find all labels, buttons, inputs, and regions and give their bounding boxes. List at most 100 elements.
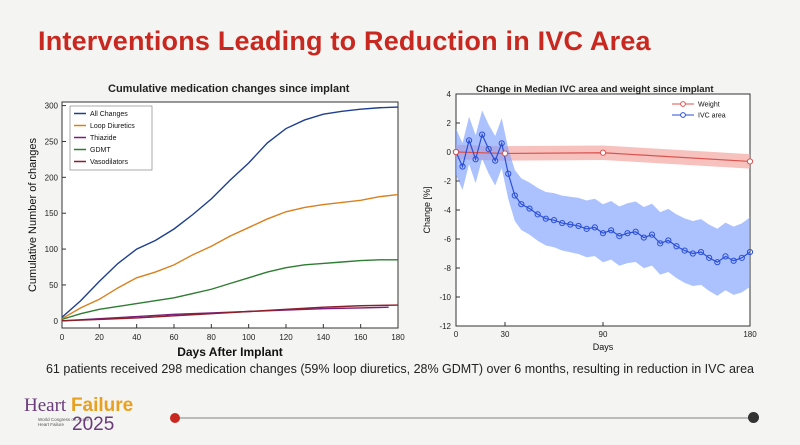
ivc-area-point — [575, 222, 582, 230]
slide-caption: 61 patients received 298 medication chan… — [45, 362, 754, 376]
ivc-area-point — [479, 131, 486, 138]
legend-label-vasodilators: Vasodilators — [90, 159, 129, 166]
ivc-area-point — [632, 228, 639, 235]
left-chart-title: Cumulative medication changes since impl… — [108, 83, 350, 95]
y-tick-label: 0 — [54, 317, 59, 326]
ivc-area-point — [665, 237, 672, 244]
ivc-area-point — [534, 211, 541, 218]
x-tick-label: 0 — [454, 330, 459, 339]
ivc-area-point — [542, 215, 549, 222]
ivc-area-point — [697, 248, 705, 256]
legend-label-weight: Weight — [698, 102, 720, 109]
legend-label-ivc-area: IVC area — [698, 113, 726, 120]
ivc-area-point — [738, 254, 745, 261]
y-tick-label: -6 — [444, 235, 452, 244]
timeline-start-dot — [170, 413, 180, 423]
ivc-area-point — [559, 219, 566, 227]
y-tick-label: 150 — [45, 209, 59, 218]
y-tick-label: 0 — [447, 148, 452, 157]
series-line-loop-diuretics — [61, 193, 399, 320]
ivc-area-point — [673, 243, 680, 250]
x-tick-label: 120 — [279, 333, 293, 342]
weight-point — [599, 149, 607, 156]
series-line-vasodilators — [61, 304, 399, 322]
x-tick-label: 180 — [391, 333, 405, 342]
ivc-area-point — [616, 233, 623, 240]
x-tick-label: 90 — [599, 330, 608, 339]
ivc-area-point — [689, 250, 696, 257]
ivc-area-point — [485, 146, 492, 153]
ivc-area-point — [567, 221, 574, 228]
ivc-area-point — [550, 217, 558, 224]
ivc-area-point — [681, 247, 688, 254]
y-tick-label: -10 — [439, 293, 451, 302]
timeline-end-dot — [748, 412, 759, 423]
series-line-weight — [455, 151, 751, 163]
weight-point — [746, 158, 754, 165]
series-line-gdmt — [61, 259, 398, 321]
series-line-all-changes — [61, 106, 399, 318]
legend-label-loop-diuretics: Loop Diuretics — [90, 123, 135, 130]
y-axis-label: Change [%] — [422, 186, 432, 233]
weight-point — [452, 148, 460, 156]
y-tick-label: -8 — [444, 264, 452, 273]
legend-label-thiazide: Thiazide — [90, 135, 117, 142]
y-tick-label: 4 — [447, 90, 452, 99]
logo-year: 2025 — [72, 414, 115, 435]
weight-confidence-band — [456, 144, 750, 169]
x-tick-label: 20 — [95, 333, 104, 342]
x-tick-label: 100 — [242, 333, 256, 342]
legend-label-all-changes: All Changes — [90, 111, 128, 118]
y-axis-label: Cumulative Number of changes — [27, 137, 39, 292]
slide-title: Interventions Leading to Reduction in IV… — [38, 26, 651, 56]
x-tick-label: 40 — [132, 333, 141, 342]
ivc-area-point — [591, 224, 598, 231]
x-axis-label: Days — [593, 342, 614, 352]
ivc-area-point — [624, 230, 631, 237]
ivc-area-point — [640, 234, 647, 241]
ivc-area-point — [714, 259, 721, 266]
ivc-area-point — [648, 231, 656, 238]
ivc-area-point — [459, 163, 466, 170]
ivc-area-point — [746, 248, 754, 256]
x-tick-label: 80 — [207, 333, 216, 342]
ivc-area-point — [583, 225, 590, 232]
legend-label-gdmt: GDMT — [90, 147, 111, 154]
ivc-area-point — [608, 227, 615, 234]
ivc-area-point — [505, 170, 512, 177]
x-tick-label: 30 — [501, 330, 510, 339]
x-tick-label: 0 — [60, 333, 65, 342]
x-tick-label: 160 — [354, 333, 368, 342]
timeline-line — [176, 417, 754, 419]
ivc-area-point — [465, 137, 473, 144]
ivc-area-point — [599, 230, 607, 237]
y-tick-label: 200 — [45, 173, 59, 182]
x-tick-label: 140 — [317, 333, 331, 342]
ivc-weight-chart: 0 30 90 180 4 2 0 -2 -4 -6 -8 -10 -12 Days Change [%] W… — [422, 90, 757, 352]
logo-heart-text: Heart — [24, 395, 71, 416]
logo-failure-text: Failure — [70, 395, 134, 416]
legend-marker-ivc-area — [680, 112, 686, 118]
x-tick-label: 60 — [170, 333, 179, 342]
ivc-area-point — [526, 205, 533, 212]
legend-marker-weight — [680, 101, 686, 107]
right-chart-title: Change in Median IVC area and weight sin… — [476, 84, 714, 95]
x-tick-label: 180 — [743, 330, 757, 339]
ivc-confidence-band — [456, 110, 750, 296]
y-tick-label: -4 — [444, 206, 452, 215]
ivc-area-point — [472, 156, 479, 163]
y-tick-label: 50 — [49, 281, 58, 290]
ivc-area-point — [706, 254, 713, 261]
cumulative-changes-chart: 0 20 40 60 80 100 120 140 160 180 0 50 100 150 200 250 3… — [27, 101, 405, 359]
y-tick-label: 100 — [45, 245, 59, 254]
x-axis-label: Days After Implant — [177, 345, 283, 359]
ivc-area-point — [518, 201, 525, 208]
ivc-area-point — [511, 192, 518, 199]
ivc-area-point — [498, 140, 505, 147]
logo-subtitle: World Congress on Acute Heart Failure — [38, 417, 89, 427]
weight-point — [501, 150, 509, 157]
heart-failure-logo: Heart Failure World Congress on Acute He… — [24, 395, 134, 435]
y-tick-label: -12 — [439, 322, 451, 331]
ivc-area-point — [657, 240, 664, 247]
ivc-area-point — [492, 157, 499, 164]
